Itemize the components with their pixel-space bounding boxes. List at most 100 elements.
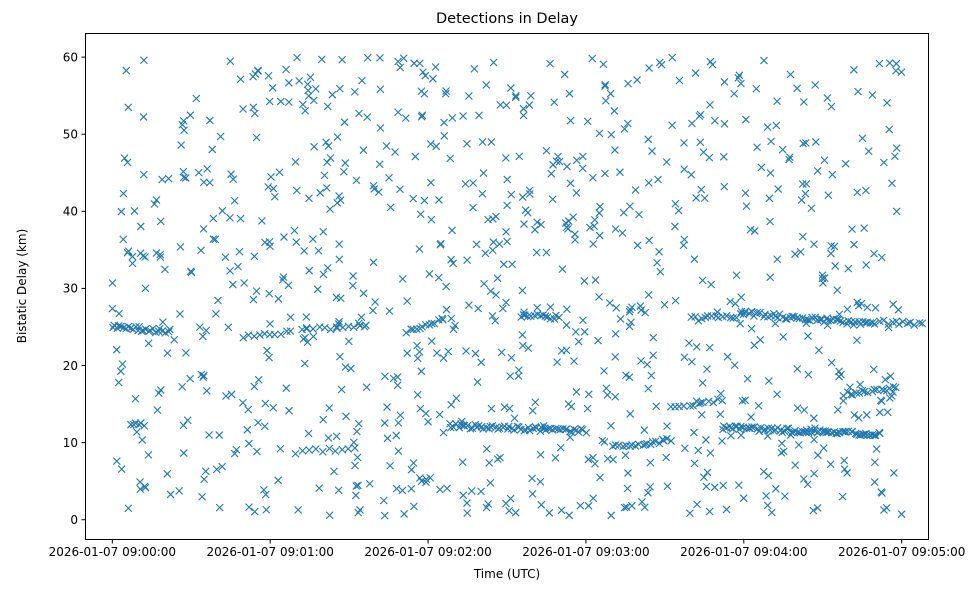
data-point-marker	[524, 344, 533, 352]
data-point-marker	[690, 255, 699, 264]
data-point-marker	[415, 348, 424, 356]
data-point-marker	[716, 410, 725, 419]
data-point-marker	[780, 492, 789, 500]
data-point-marker	[662, 158, 671, 166]
data-point-marker	[588, 54, 597, 63]
data-point-marker	[791, 250, 799, 258]
x-tick-label: 2026-01-07 09:05:00	[838, 545, 965, 559]
data-point-marker	[499, 260, 508, 269]
data-point-marker	[918, 319, 927, 328]
data-point-marker	[731, 422, 740, 431]
data-point-marker	[505, 404, 514, 413]
data-point-marker	[463, 499, 471, 507]
data-point-marker	[396, 185, 404, 194]
data-point-marker	[186, 267, 195, 276]
data-point-marker	[663, 422, 671, 430]
data-point-marker	[298, 446, 307, 455]
data-point-marker	[300, 359, 309, 368]
data-point-marker	[814, 451, 822, 460]
data-point-marker	[674, 206, 683, 215]
data-point-marker	[503, 237, 511, 246]
data-point-marker	[852, 389, 861, 397]
data-point-marker	[275, 168, 284, 177]
data-point-marker	[628, 303, 636, 312]
data-point-marker	[286, 327, 295, 335]
data-point-marker	[854, 87, 862, 96]
data-point-marker	[580, 277, 589, 285]
data-point-marker	[774, 185, 783, 193]
data-point-marker	[742, 115, 750, 124]
data-point-marker	[810, 414, 818, 423]
data-point-marker	[209, 235, 218, 243]
data-point-marker	[889, 383, 898, 391]
data-point-marker	[341, 363, 350, 372]
data-point-marker	[177, 141, 186, 149]
data-point-marker	[714, 395, 722, 404]
data-point-marker	[269, 403, 278, 412]
data-point-marker	[236, 75, 245, 84]
data-point-marker	[870, 249, 878, 258]
data-point-marker	[127, 324, 135, 332]
data-point-marker	[383, 434, 392, 443]
data-point-marker	[611, 392, 620, 401]
data-point-marker	[463, 509, 472, 517]
data-point-marker	[801, 138, 810, 147]
data-point-marker	[566, 116, 575, 125]
data-point-marker	[646, 458, 655, 467]
data-point-marker	[653, 258, 661, 267]
data-point-marker	[117, 207, 126, 216]
data-point-marker	[305, 446, 314, 454]
data-point-marker	[521, 206, 530, 215]
data-point-marker	[380, 511, 389, 520]
data-point-marker	[140, 56, 148, 65]
data-point-marker	[215, 503, 224, 512]
data-point-marker	[870, 431, 879, 440]
data-point-marker	[703, 365, 711, 374]
data-point-marker	[700, 194, 709, 202]
data-point-marker	[667, 437, 675, 445]
data-point-marker	[398, 486, 407, 495]
data-point-marker	[811, 138, 820, 146]
data-point-marker	[771, 484, 780, 493]
data-point-marker	[371, 298, 380, 306]
data-point-marker	[165, 325, 174, 334]
data-point-marker	[637, 356, 645, 365]
data-point-marker	[764, 471, 773, 480]
data-point-marker	[850, 65, 858, 74]
data-point-marker	[503, 175, 512, 184]
data-point-marker	[605, 299, 614, 307]
data-point-marker	[773, 255, 782, 264]
data-point-marker	[409, 459, 418, 467]
data-point-marker	[732, 271, 741, 280]
data-point-marker	[746, 225, 755, 234]
data-point-marker	[611, 352, 620, 361]
data-point-marker	[464, 92, 473, 100]
data-point-marker	[413, 390, 422, 399]
data-point-marker	[323, 102, 332, 111]
data-point-marker	[114, 321, 123, 330]
data-point-marker	[773, 390, 781, 399]
data-point-marker	[584, 501, 593, 510]
data-point-marker	[447, 255, 456, 264]
data-point-marker	[276, 97, 285, 106]
data-point-marker	[741, 189, 750, 197]
data-point-marker	[644, 384, 653, 393]
data-point-marker	[620, 124, 629, 133]
data-point-marker	[698, 276, 707, 285]
data-point-marker	[861, 186, 870, 195]
data-point-marker	[766, 217, 774, 226]
data-point-marker	[311, 445, 320, 453]
data-point-marker	[363, 113, 372, 122]
data-point-marker	[118, 360, 127, 369]
data-point-marker	[553, 358, 562, 366]
data-point-marker	[226, 266, 234, 275]
data-point-marker	[359, 289, 368, 298]
data-point-marker	[622, 503, 631, 512]
data-point-marker	[565, 89, 574, 98]
data-point-marker	[352, 176, 361, 185]
data-point-marker	[626, 202, 634, 211]
data-point-marker	[519, 111, 528, 120]
data-point-marker	[350, 87, 359, 96]
data-point-marker	[868, 430, 877, 439]
